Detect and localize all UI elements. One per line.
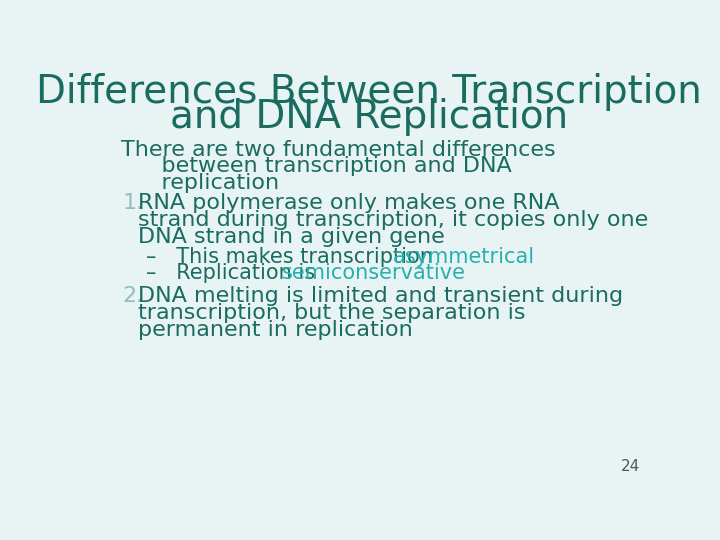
- Text: permanent in replication: permanent in replication: [138, 320, 413, 340]
- Text: and DNA Replication: and DNA Replication: [170, 98, 568, 136]
- Text: replication: replication: [133, 173, 279, 193]
- Text: 24: 24: [621, 460, 640, 475]
- Text: There are two fundamental differences: There are two fundamental differences: [121, 139, 556, 159]
- Text: semiconservative: semiconservative: [282, 262, 467, 283]
- Text: –   This makes transcription: – This makes transcription: [145, 247, 439, 267]
- Text: asymmetrical: asymmetrical: [392, 247, 534, 267]
- Text: transcription, but the separation is: transcription, but the separation is: [138, 303, 526, 323]
- Text: DNA strand in a given gene: DNA strand in a given gene: [138, 227, 445, 247]
- Text: strand during transcription, it copies only one: strand during transcription, it copies o…: [138, 211, 648, 231]
- Text: –   Replication is: – Replication is: [145, 262, 322, 283]
- Text: Differences Between Transcription: Differences Between Transcription: [36, 73, 702, 111]
- Text: RNA polymerase only makes one RNA: RNA polymerase only makes one RNA: [138, 193, 559, 213]
- Text: 1.: 1.: [122, 193, 144, 213]
- Text: 2.: 2.: [122, 286, 144, 306]
- Text: between transcription and DNA: between transcription and DNA: [133, 157, 512, 177]
- Text: DNA melting is limited and transient during: DNA melting is limited and transient dur…: [138, 286, 624, 306]
